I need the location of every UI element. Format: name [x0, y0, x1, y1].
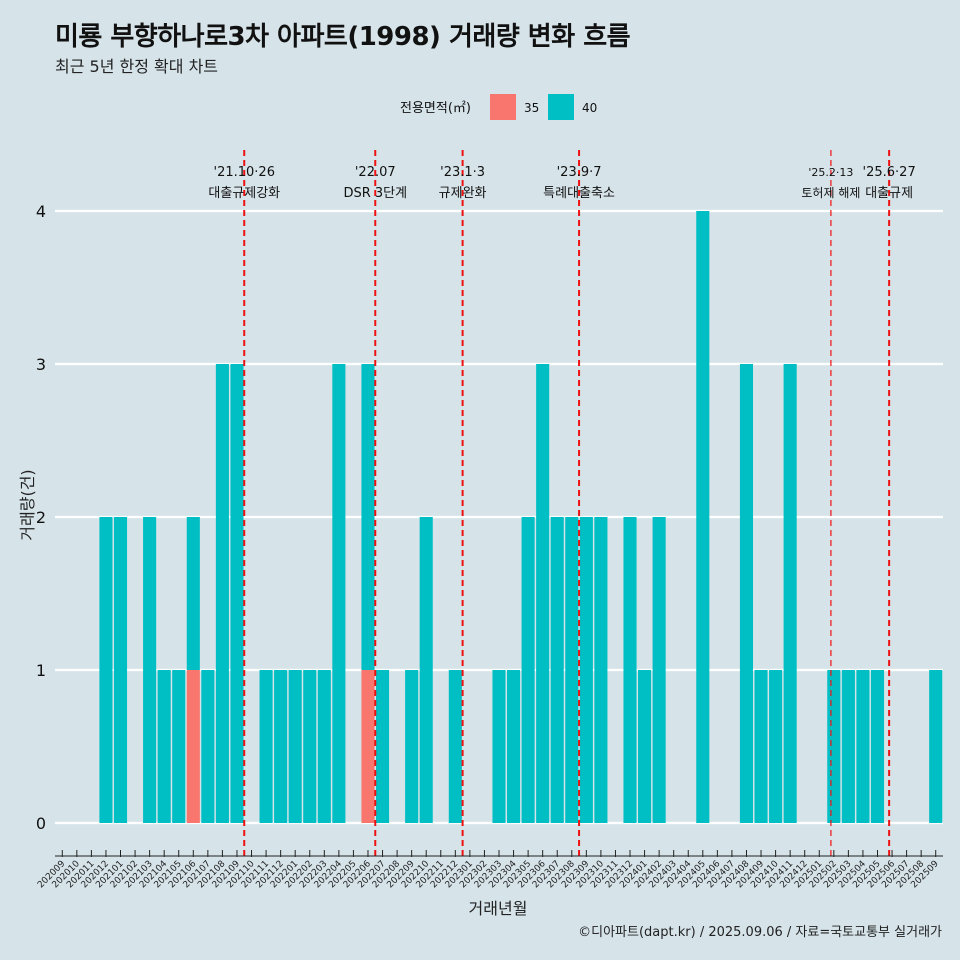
- bar-40-202107: [201, 670, 215, 823]
- event-date-label: '23.1·3: [440, 165, 485, 180]
- bar-40-202409: [754, 670, 768, 823]
- bar-40-202410: [769, 670, 783, 823]
- bar-40-202504: [856, 670, 870, 823]
- event-label: 토허제 해제: [801, 186, 860, 200]
- bar-40-202312: [623, 517, 637, 823]
- y-tick-label: 4: [36, 202, 46, 221]
- bar-40-202306: [536, 364, 550, 823]
- bar-40-202505: [870, 670, 885, 823]
- x-axis: 2020092020102020112020122021012021022021…: [36, 850, 943, 890]
- bar-40-202012: [99, 517, 113, 823]
- bar-40-202303: [492, 670, 506, 823]
- event-date-label: '25.2·13: [808, 166, 853, 179]
- bars: [99, 211, 943, 823]
- bar-40-202309: [579, 517, 593, 823]
- y-axis-label: 거래량(건): [18, 469, 37, 540]
- event-date-label: '23.9·7: [557, 165, 602, 180]
- bar-40-202101: [113, 517, 128, 823]
- bar-40-202502: [827, 670, 841, 823]
- bar-40-202305: [521, 517, 535, 823]
- y-tick-label: 3: [36, 355, 46, 374]
- bar-35-202106: [186, 670, 200, 823]
- bar-40-202212: [448, 670, 462, 823]
- bar-40-202307: [550, 517, 564, 823]
- event-label: 규제완화: [439, 186, 487, 201]
- bar-40-202411: [783, 364, 797, 823]
- legend-label-40: 40: [582, 101, 597, 115]
- event-label: DSR 3단계: [343, 186, 407, 201]
- bar-40-202105: [172, 670, 186, 823]
- bar-40-202206: [361, 364, 375, 670]
- bar-40-202209: [405, 670, 419, 823]
- y-axis: 0 1 2 3 4: [36, 202, 46, 833]
- bar-40-202109: [230, 364, 244, 823]
- event-date-label: '21.10·26: [214, 165, 275, 180]
- bar-40-202408: [739, 364, 754, 823]
- source-credit: ©디아파트(dapt.kr) / 2025.09.06 / 자료=국토교통부 실…: [578, 925, 942, 940]
- bar-40-202207: [375, 670, 390, 823]
- chart-title: 미룡 부향하나로3차 아파트(1998) 거래량 변화 흐름: [55, 22, 631, 52]
- bar-40-202509: [929, 670, 943, 823]
- bar-40-202210: [419, 517, 433, 823]
- bar-40-202401: [638, 670, 652, 823]
- event-label: 대출규제강화: [208, 186, 280, 201]
- bar-40-202202: [303, 670, 317, 823]
- y-tick-label: 2: [36, 508, 46, 527]
- bar-40-202103: [143, 517, 157, 823]
- bar-35-202206: [361, 670, 375, 823]
- legend-swatch-35: [490, 94, 516, 120]
- legend-title: 전용면적(㎡): [400, 101, 471, 116]
- bar-40-202503: [841, 670, 855, 823]
- x-axis-label: 거래년월: [469, 899, 528, 918]
- bar-40-202310: [594, 517, 608, 823]
- event-label: 대출규제: [865, 186, 913, 201]
- legend: 전용면적(㎡) 35 40: [400, 94, 597, 120]
- legend-swatch-40: [548, 94, 574, 120]
- y-tick-label: 1: [36, 661, 46, 680]
- event-date-label: '25.6·27: [863, 165, 916, 180]
- bar-40-202402: [652, 517, 666, 823]
- bar-40-202112: [274, 670, 288, 823]
- bar-40-202201: [288, 670, 302, 823]
- bar-40-202108: [215, 364, 229, 823]
- bar-40-202111: [259, 670, 273, 823]
- bar-40-202104: [157, 670, 171, 823]
- event-date-label: '22.07: [355, 165, 396, 180]
- bar-40-202405: [696, 211, 710, 823]
- bar-40-202304: [507, 670, 521, 823]
- bar-40-202203: [317, 670, 331, 823]
- chart-subtitle: 최근 5년 한정 확대 차트: [55, 57, 219, 76]
- bar-40-202308: [565, 517, 579, 823]
- legend-label-35: 35: [524, 101, 539, 115]
- event-label: 특례대출축소: [543, 186, 615, 201]
- bar-40-202106: [186, 517, 200, 670]
- bar-40-202204: [332, 364, 346, 823]
- y-tick-label: 0: [36, 814, 46, 833]
- event-markers: '21.10·26 대출규제강화 '22.07 DSR 3단계 '23.1·3 규제완화 '…: [208, 150, 916, 856]
